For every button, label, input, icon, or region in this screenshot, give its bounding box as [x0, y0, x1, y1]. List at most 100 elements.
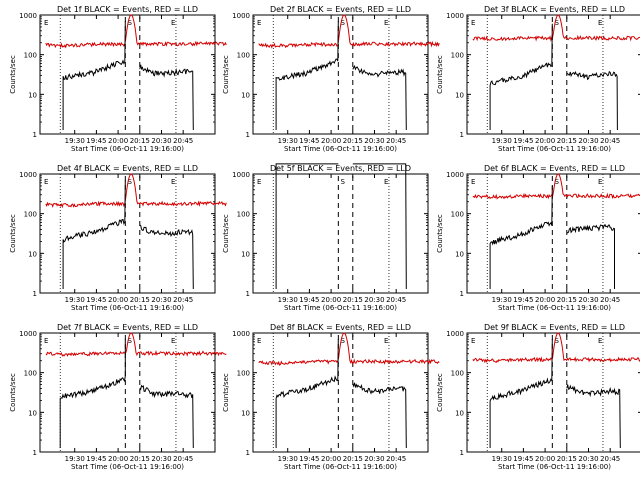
y-tick-label: 1000: [446, 171, 464, 179]
x-tick-label: 19:45: [299, 137, 319, 145]
x-tick-label: 20:30: [364, 296, 384, 304]
x-tick-label: 20:00: [108, 455, 128, 463]
panel-title: Det 6f BLACK = Events, RED = LLD: [484, 164, 625, 173]
annotation-label: E: [171, 337, 175, 345]
lld-series-line: [472, 173, 640, 200]
y-axis-label: Counts/sec: [9, 55, 17, 94]
annotation-label: E: [471, 19, 475, 27]
plot-frame: [252, 14, 429, 135]
y-axis-label: Counts/sec: [222, 55, 230, 94]
x-axis-label: Start Time (06-Oct-11 19:16:00): [498, 145, 611, 153]
x-tick-label: 20:45: [173, 137, 193, 145]
annotation-label: E: [384, 19, 388, 27]
annotation-label: E: [44, 337, 48, 345]
x-tick-label: 20:30: [364, 137, 384, 145]
y-axis-label: Counts/sec: [222, 373, 230, 412]
y-tick-label: 100: [451, 370, 464, 378]
x-axis-label: Start Time (06-Oct-11 19:16:00): [284, 304, 397, 312]
x-tick-label: 20:45: [173, 296, 193, 304]
y-tick-label: 100: [237, 52, 250, 60]
annotation-label: S: [555, 19, 560, 27]
annotation-label: E: [384, 337, 388, 345]
x-tick-label: 19:30: [278, 137, 298, 145]
y-tick-label: 10: [455, 409, 464, 417]
plot-frame: [466, 173, 640, 294]
y-tick-label: 10: [241, 250, 250, 258]
y-tick-label: 1000: [19, 12, 37, 20]
panel-title: Det 2f BLACK = Events, RED = LLD: [270, 5, 411, 14]
y-tick-label: 10: [455, 250, 464, 258]
x-tick-label: 19:30: [278, 296, 298, 304]
annotation-label: S: [555, 337, 560, 345]
y-tick-label: 1000: [446, 330, 464, 338]
x-tick-label: 20:00: [535, 296, 555, 304]
y-tick-label: 100: [24, 370, 37, 378]
y-tick-label: 100: [451, 52, 464, 60]
events-series-line: [59, 339, 194, 449]
y-tick-label: 1: [246, 131, 250, 139]
annotation-label: E: [598, 19, 602, 27]
y-tick-label: 1000: [232, 171, 250, 179]
x-tick-label: 20:00: [321, 296, 341, 304]
annotation-label: E: [171, 19, 175, 27]
events-series-line: [275, 339, 407, 449]
y-tick-label: 1: [246, 290, 250, 298]
annotation-label: S: [128, 19, 133, 27]
x-tick-label: 20:00: [535, 455, 555, 463]
lld-series-line: [472, 14, 640, 42]
plot-frame: [39, 173, 216, 294]
x-tick-label: 20:00: [108, 137, 128, 145]
x-tick-label: 20:00: [321, 455, 341, 463]
y-axis-label: Counts/sec: [222, 214, 230, 253]
x-tick-label: 19:30: [65, 137, 85, 145]
x-tick-label: 20:15: [343, 455, 363, 463]
x-axis-label: Start Time (06-Oct-11 19:16:00): [284, 463, 397, 471]
panel-9: Det 9f BLACK = Events, RED = LLD E S E 1 10 10…: [436, 323, 640, 471]
x-tick-label: 19:30: [65, 296, 85, 304]
y-tick-label: 10: [28, 409, 37, 417]
panel-3: Det 3f BLACK = Events, RED = LLD E S E 1 10 10…: [436, 5, 640, 153]
lld-series-line: [45, 14, 227, 49]
panel-title: Det 7f BLACK = Events, RED = LLD: [57, 323, 198, 332]
panel-title: Det 9f BLACK = Events, RED = LLD: [484, 323, 625, 332]
x-tick-label: 20:15: [557, 137, 577, 145]
y-tick-label: 100: [24, 211, 37, 219]
x-axis-label: Start Time (06-Oct-11 19:16:00): [284, 145, 397, 153]
x-tick-label: 19:45: [86, 137, 106, 145]
x-tick-label: 20:15: [343, 296, 363, 304]
panel-title: Det 5f BLACK = Events, RED = LLD: [270, 164, 411, 173]
x-tick-label: 19:45: [86, 296, 106, 304]
events-series-line: [275, 163, 407, 290]
y-tick-label: 1: [460, 290, 464, 298]
panel-4: Det 4f BLACK = Events, RED = LLD E S E 1 10 10…: [9, 164, 227, 312]
lld-series-line: [472, 332, 640, 364]
annotation-label: E: [471, 178, 475, 186]
lld-series-line: [258, 14, 440, 49]
x-axis-label: Start Time (06-Oct-11 19:16:00): [498, 463, 611, 471]
x-tick-label: 20:15: [130, 137, 150, 145]
y-tick-label: 1000: [19, 171, 37, 179]
annotation-label: S: [555, 178, 560, 186]
y-tick-label: 100: [24, 52, 37, 60]
annotation-label: E: [44, 19, 48, 27]
y-tick-label: 1000: [19, 330, 37, 338]
annotation-label: E: [171, 178, 175, 186]
y-tick-label: 10: [241, 91, 250, 99]
events-series-line: [489, 23, 618, 131]
y-tick-label: 10: [28, 250, 37, 258]
x-tick-label: 20:45: [386, 296, 406, 304]
x-tick-label: 20:30: [578, 296, 598, 304]
x-tick-label: 20:30: [151, 137, 171, 145]
x-axis-label: Start Time (06-Oct-11 19:16:00): [71, 463, 184, 471]
x-tick-label: 20:45: [386, 137, 406, 145]
lld-series-line: [45, 332, 227, 357]
y-axis-label: Counts/sec: [9, 373, 17, 412]
y-tick-label: 1: [33, 290, 37, 298]
annotation-label: E: [598, 337, 602, 345]
y-tick-label: 1000: [232, 12, 250, 20]
x-tick-label: 20:30: [578, 137, 598, 145]
annotation-label: E: [257, 19, 261, 27]
x-tick-label: 20:15: [557, 455, 577, 463]
x-tick-label: 20:30: [364, 455, 384, 463]
